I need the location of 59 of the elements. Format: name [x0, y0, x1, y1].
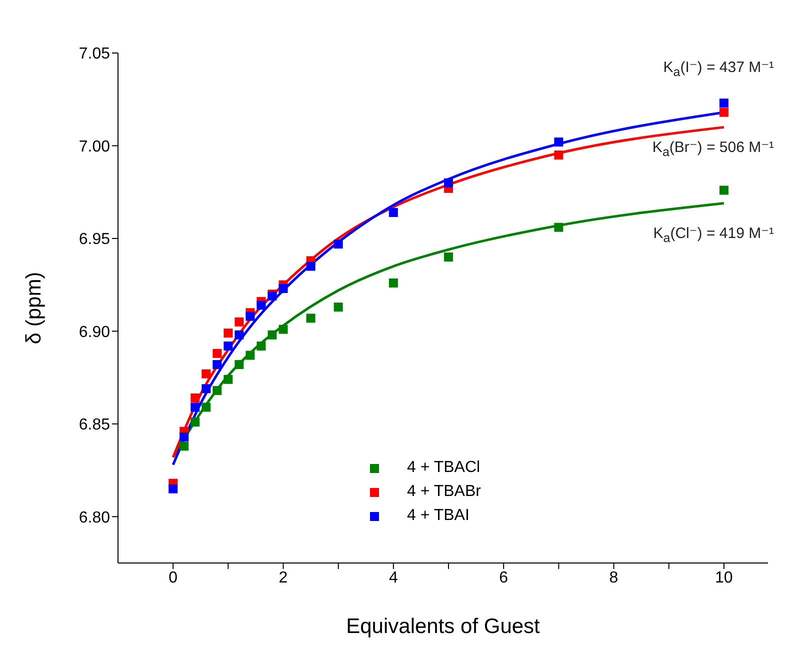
- point: [202, 369, 211, 378]
- x-tick-label: 10: [715, 569, 733, 586]
- x-tick-label: 4: [388, 569, 398, 586]
- point: [554, 222, 564, 232]
- point: [224, 374, 233, 384]
- point: [190, 418, 200, 427]
- point: [212, 386, 222, 396]
- point: [554, 150, 564, 160]
- point: [168, 484, 178, 494]
- point: [388, 278, 398, 288]
- point: [180, 432, 189, 442]
- point: [388, 208, 398, 217]
- point: [306, 262, 316, 271]
- point: [256, 300, 266, 310]
- point: [246, 312, 255, 321]
- point: [334, 240, 343, 249]
- annotation: K$_{a}$(I⁻) = 437 M⁻¹: [663, 58, 774, 79]
- y-tick-label: 7.00: [78, 138, 110, 156]
- point: [202, 384, 211, 394]
- point: [224, 342, 233, 351]
- point: [444, 178, 454, 188]
- y-tick-label: 6.80: [78, 509, 110, 526]
- legend-label: 4 + TBAI: [407, 507, 470, 525]
- point: [306, 314, 316, 323]
- point: [256, 342, 266, 351]
- y-axis-title: δ (ppm): [22, 272, 46, 344]
- legend-label: 4 + TBACl: [407, 459, 480, 477]
- point: [190, 393, 200, 402]
- point: [234, 330, 244, 340]
- point: [444, 252, 454, 262]
- point: [190, 402, 200, 412]
- x-tick-label: 8: [609, 569, 618, 586]
- annotation: K$_{a}$(Cl⁻) = 419 M⁻¹: [653, 224, 774, 245]
- x-tick-label: 2: [278, 569, 288, 586]
- point: [180, 442, 189, 451]
- point: [554, 138, 564, 147]
- point: [719, 108, 728, 117]
- point: [212, 348, 222, 358]
- legend-label: 4 + TBABr: [407, 483, 481, 501]
- point: [234, 317, 244, 326]
- point: [334, 302, 343, 312]
- point: [719, 98, 728, 108]
- point: [234, 360, 244, 370]
- y-tick-label: 6.90: [78, 324, 110, 341]
- y-tick-label: 6.85: [78, 416, 110, 434]
- point: [246, 350, 255, 360]
- point: [268, 330, 277, 340]
- x-tick-label: 6: [499, 569, 508, 586]
- point: [278, 324, 288, 334]
- y-tick-label: 6.95: [78, 231, 110, 248]
- annotation: K$_{a}$(Br⁻) = 506 M⁻¹: [652, 138, 774, 159]
- point: [224, 328, 233, 338]
- y-tick-label: 7.05: [78, 46, 110, 63]
- point: [278, 284, 288, 294]
- point: [202, 402, 211, 412]
- x-axis-title: Equivalents of Guest: [346, 615, 540, 638]
- point: [212, 360, 222, 370]
- x-tick-label: 0: [168, 569, 178, 586]
- point: [719, 186, 728, 195]
